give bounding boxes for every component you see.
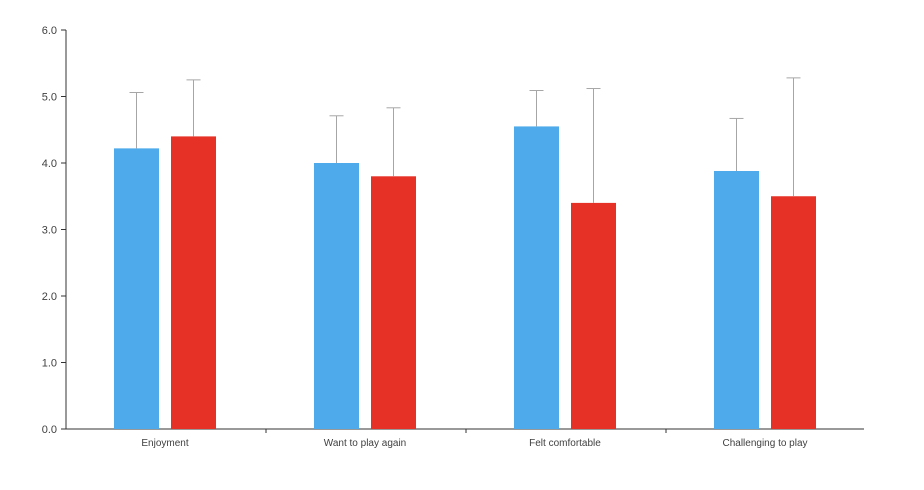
x-axis-labels: Enjoyment Want to play again Felt comforta… [141, 429, 808, 449]
y-tick-label: 0.0 [42, 424, 57, 436]
y-tick-label: 3.0 [42, 225, 57, 237]
y-tick-label: 4.0 [42, 158, 57, 170]
bars-group [114, 126, 816, 430]
y-tick-label: 1.0 [42, 358, 57, 370]
bar-series-1-1 [314, 163, 359, 429]
bar-series-2-1 [371, 176, 416, 429]
bar-series-2-2 [571, 202, 616, 429]
y-tick-label: 5.0 [42, 92, 57, 104]
bar-series-2-3 [771, 196, 816, 429]
bar-series-1-2 [514, 126, 559, 430]
bar-series-1-0 [114, 148, 159, 429]
bar-series-1-3 [714, 170, 759, 430]
error-bars-group [129, 77, 801, 203]
y-axis-ticks: 0.0 1.0 2.0 3.0 4.0 5.0 6.0 [42, 25, 66, 436]
x-category-label: Challenging to play [722, 438, 807, 449]
x-category-label: Want to play again [324, 438, 406, 449]
y-tick-label: 6.0 [42, 25, 57, 37]
y-tick-label: 2.0 [42, 291, 57, 303]
x-category-label: Felt comfortable [529, 438, 601, 449]
x-category-label: Enjoyment [141, 438, 188, 449]
bar-series-2-0 [171, 136, 216, 429]
